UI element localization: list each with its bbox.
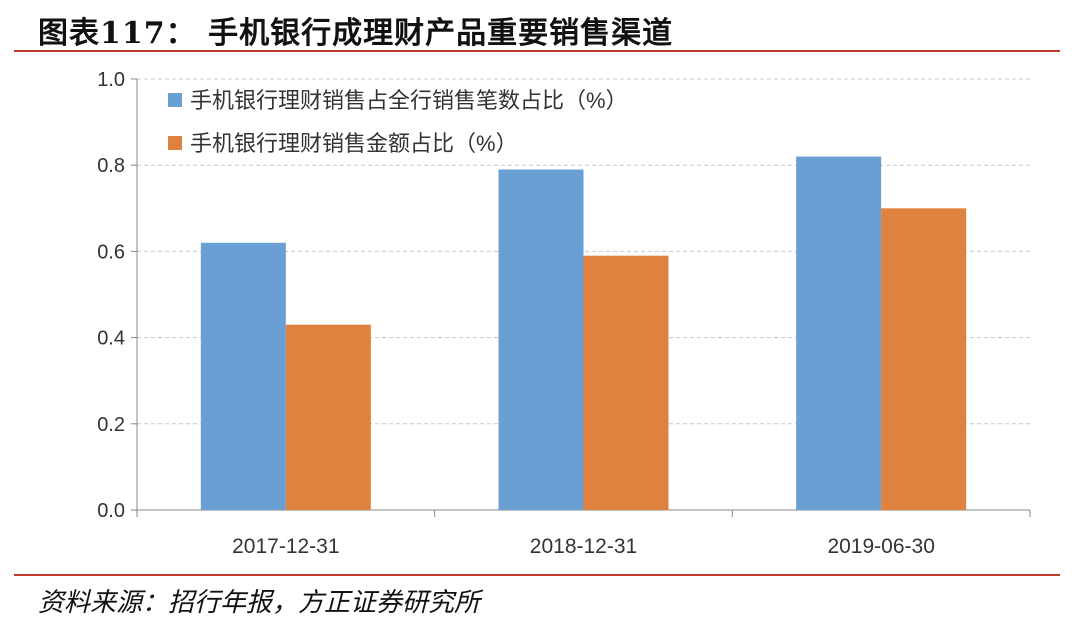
bar-series-1: [498, 169, 584, 510]
source-divider: [14, 574, 1060, 576]
bar-series-1: [200, 242, 286, 510]
bar-series-1: [796, 156, 882, 510]
title-divider: [14, 50, 1060, 52]
bar-series-2: [285, 324, 371, 510]
legend-label: 手机银行理财销售占全行销售笔数占比（%）: [190, 88, 628, 113]
legend-swatch: [168, 93, 182, 107]
bar-series-2: [881, 208, 967, 511]
figure-title: 图表117： 手机银行成理财产品重要销售渠道: [38, 16, 674, 51]
y-tick-label: 0.4: [97, 328, 125, 350]
x-category-label: 2017-12-31: [232, 535, 339, 558]
x-category-label: 2018-12-31: [530, 535, 637, 558]
legend-swatch: [168, 136, 182, 150]
bars: [200, 156, 967, 511]
y-tick-label: 0.0: [97, 500, 125, 522]
legend-label: 手机银行理财销售金额占比（%）: [190, 131, 518, 156]
legend: 手机银行理财销售占全行销售笔数占比（%） 手机银行理财销售金额占比（%）: [168, 88, 628, 156]
bar-series-2: [583, 255, 669, 510]
source-note: 资料来源：招行年报，方正证券研究所: [38, 588, 481, 618]
y-tick-label: 1.0: [97, 69, 125, 91]
y-tick-label: 0.6: [97, 241, 125, 263]
y-tick-label: 0.8: [97, 155, 125, 177]
x-category-label: 2019-06-30: [827, 535, 934, 558]
y-tick-label: 0.2: [97, 414, 125, 436]
